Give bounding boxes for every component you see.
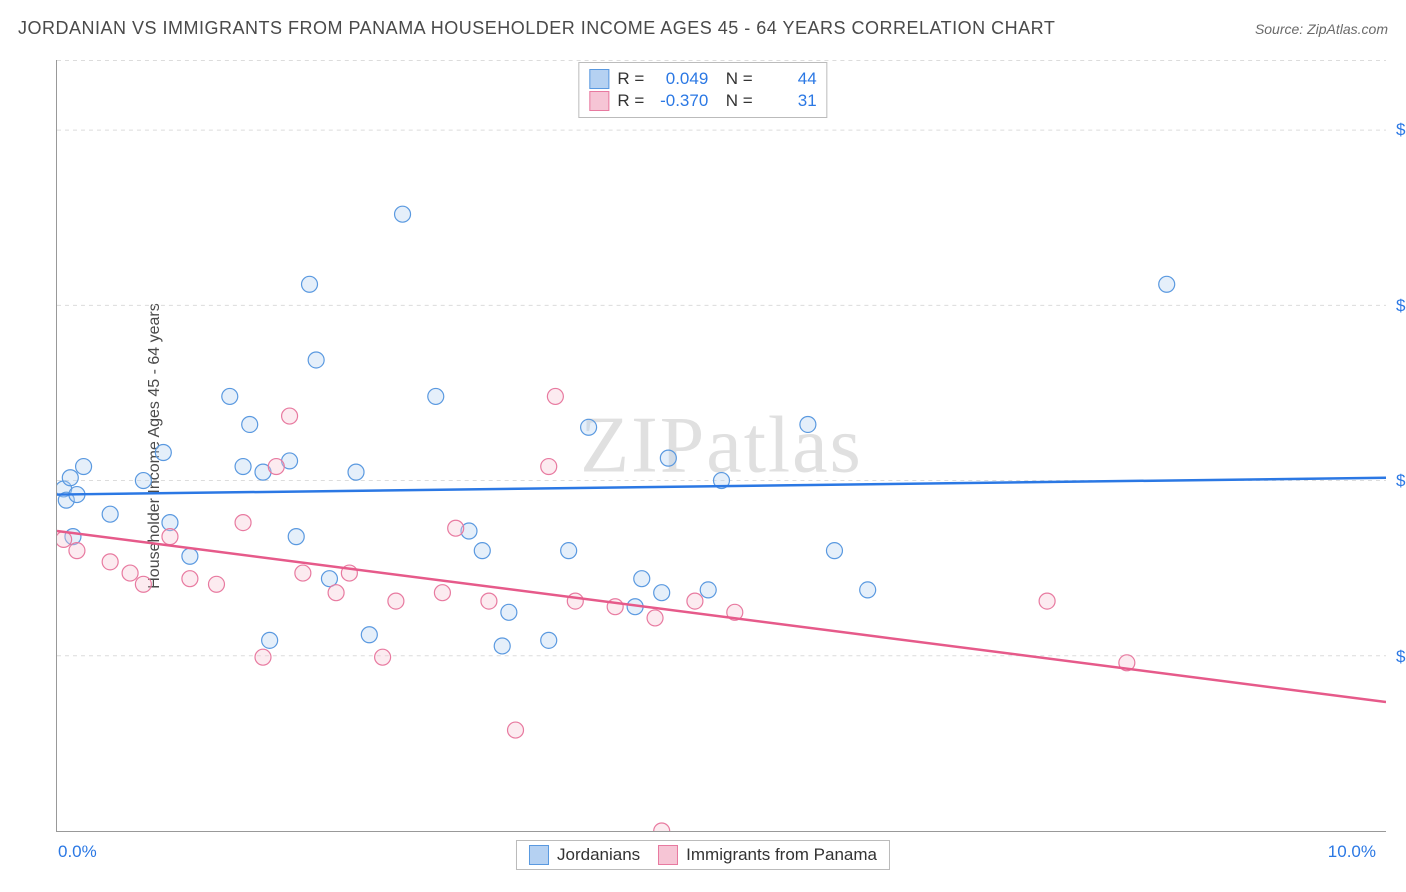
n-label: N = — [716, 69, 752, 89]
series-0-r-value: 0.049 — [652, 69, 708, 89]
legend-label-1: Immigrants from Panama — [686, 845, 877, 865]
series-legend: Jordanians Immigrants from Panama — [516, 840, 890, 870]
r-label: R = — [617, 91, 644, 111]
series-1-swatch — [589, 91, 609, 111]
series-0-swatch — [589, 69, 609, 89]
y-tick-label: $187,500 — [1396, 296, 1406, 316]
stats-row-series-1: R = -0.370 N = 31 — [589, 91, 816, 111]
stats-row-series-0: R = 0.049 N = 44 — [589, 69, 816, 89]
chart-header: JORDANIAN VS IMMIGRANTS FROM PANAMA HOUS… — [18, 18, 1388, 39]
series-0-n-value: 44 — [761, 69, 817, 89]
x-axis-min-label: 0.0% — [58, 842, 97, 862]
series-1-r-value: -0.370 — [652, 91, 708, 111]
scatter-plot-svg — [57, 60, 1386, 831]
chart-plot-area: ZIPatlas $62,500$125,000$187,500$250,000 — [56, 60, 1386, 832]
x-axis-max-label: 10.0% — [1328, 842, 1376, 862]
series-1-n-value: 31 — [761, 91, 817, 111]
source-credit: Source: ZipAtlas.com — [1255, 21, 1388, 37]
chart-title: JORDANIAN VS IMMIGRANTS FROM PANAMA HOUS… — [18, 18, 1055, 39]
legend-item-0: Jordanians — [529, 845, 640, 865]
y-tick-label: $125,000 — [1396, 471, 1406, 491]
r-label: R = — [617, 69, 644, 89]
legend-swatch-1 — [658, 845, 678, 865]
legend-swatch-0 — [529, 845, 549, 865]
legend-label-0: Jordanians — [557, 845, 640, 865]
y-tick-label: $250,000 — [1396, 120, 1406, 140]
legend-item-1: Immigrants from Panama — [658, 845, 877, 865]
n-label: N = — [716, 91, 752, 111]
stats-legend: R = 0.049 N = 44 R = -0.370 N = 31 — [578, 62, 827, 118]
y-tick-label: $62,500 — [1396, 647, 1406, 667]
